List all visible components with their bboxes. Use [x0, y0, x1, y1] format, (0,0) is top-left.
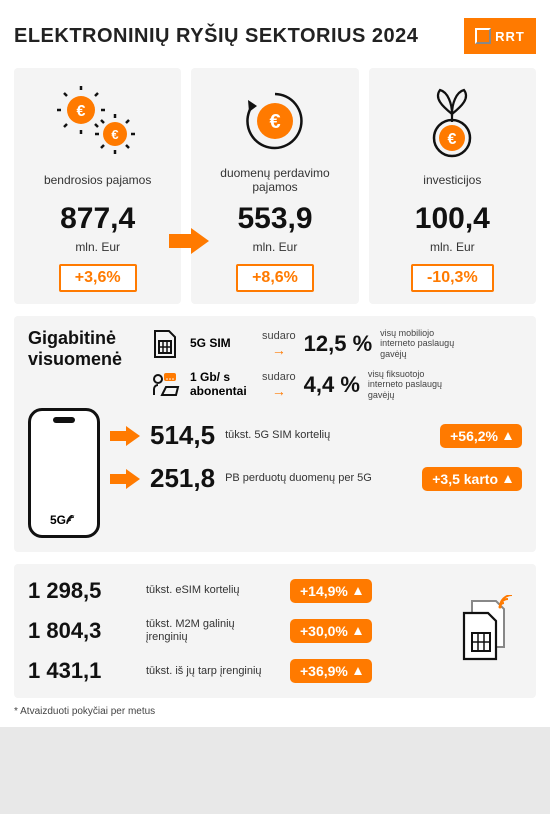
change-badge: +8,6% [236, 264, 314, 292]
stat-5g-data: 251,8 PB perduotų duomenų per 5G +3,5 ka… [110, 463, 522, 494]
stat-num: 514,5 [150, 420, 215, 451]
row-interdevice: 1 431,1 tūkst. iš jų tarp įrenginių +36,… [28, 658, 438, 684]
euro-cycle-icon: € [235, 82, 315, 160]
card-unit: mln. Eur [253, 240, 298, 254]
footnote: * Atvaizduoti pokyčiai per metus [14, 706, 536, 717]
up-arrow-icon [504, 475, 512, 483]
fat-arrow-icon [110, 426, 140, 446]
top-cards: € € bendrosios pajamos 877,4 mln. Eur +3… [14, 68, 536, 304]
change-pill: +30,0% [290, 619, 372, 643]
row-num: 1 804,3 [28, 618, 132, 644]
row-desc: tūkst. eSIM kortelių [146, 584, 276, 597]
gigabit-row-1gbps: 1 Gb/ s abonentai sudaro→ 4,4 % visų fik… [148, 369, 522, 400]
svg-text:€: € [76, 103, 85, 120]
logo-square-icon [475, 28, 491, 44]
card-data-revenue: € duomenų perdavimo pajamos 553,9 mln. E… [191, 68, 358, 304]
row-esim: 1 298,5 tūkst. eSIM kortelių +14,9% [28, 578, 438, 604]
change-pill: +14,9% [290, 579, 372, 603]
header: ELEKTRONINIŲ RYŠIŲ SEKTORIUS 2024 RRT [14, 18, 536, 54]
plant-euro-icon: € [412, 82, 492, 160]
small-arrow-icon: → [272, 342, 286, 358]
phone-icon: 5G [28, 408, 100, 538]
svg-text:€: € [269, 111, 280, 133]
card-unit: mln. Eur [75, 240, 120, 254]
row-pct: 12,5 % [304, 331, 373, 357]
up-arrow-icon [354, 667, 362, 675]
row-desc: tūkst. M2M galinių įrenginių [146, 618, 276, 644]
change-pill: +36,9% [290, 659, 372, 683]
card-label: bendrosios pajamos [44, 160, 151, 200]
stat-num: 251,8 [150, 463, 215, 494]
phone-5g-label: 5G [50, 513, 78, 527]
gigabit-row-5g-sim: 5G SIM sudaro→ 12,5 % visų mobiliojo int… [148, 328, 522, 359]
esim-m2m-panel: 1 298,5 tūkst. eSIM kortelių +14,9% 1 80… [14, 564, 536, 698]
stat-5g-sim-count: 514,5 tūkst. 5G SIM kortelių +56,2% [110, 420, 522, 451]
row-num: 1 298,5 [28, 578, 132, 604]
up-arrow-icon [354, 587, 362, 595]
change-pill: +56,2% [440, 424, 522, 448]
row-note: visų mobiliojo interneto paslaugų gavėjų [380, 328, 464, 359]
row-desc: tūkst. iš jų tarp įrenginių [146, 665, 276, 678]
gigabit-title: Gigabitinė visuomenė [28, 328, 136, 369]
card-value: 100,4 [415, 202, 490, 236]
card-value: 877,4 [60, 202, 135, 236]
sim-icon [148, 329, 182, 359]
up-arrow-icon [354, 627, 362, 635]
card-unit: mln. Eur [430, 240, 475, 254]
card-label: duomenų perdavimo pajamos [201, 160, 348, 200]
stat-desc: tūkst. 5G SIM kortelių [225, 429, 430, 442]
row-pct: 4,4 % [304, 372, 360, 398]
row-num: 1 431,1 [28, 658, 132, 684]
change-pill: +3,5 karto [422, 467, 522, 491]
row-word: sudaro [262, 330, 296, 342]
change-badge: -10,3% [411, 264, 494, 292]
gigabit-panel: Gigabitinė visuomenė 5G SIM sudaro→ 12,5… [14, 316, 536, 552]
stat-desc: PB perduotų duomenų per 5G [225, 472, 412, 485]
page: ELEKTRONINIŲ RYŠIŲ SEKTORIUS 2024 RRT € … [0, 0, 550, 727]
sim-cards-icon [450, 578, 522, 684]
svg-text:€: € [448, 131, 457, 148]
logo-text: RRT [495, 29, 525, 44]
up-arrow-icon [504, 432, 512, 440]
row-name: 1 Gb/ s abonentai [190, 371, 254, 397]
change-badge: +3,6% [59, 264, 137, 292]
fat-arrow-icon [110, 469, 140, 489]
arrow-icon [169, 228, 209, 254]
card-label: investicijos [423, 160, 481, 200]
person-laptop-icon [148, 371, 182, 399]
logo: RRT [464, 18, 536, 54]
small-arrow-icon: → [272, 383, 286, 399]
row-m2m: 1 804,3 tūkst. M2M galinių įrenginių +30… [28, 618, 438, 644]
card-investments: € investicijos 100,4 mln. Eur -10,3% [369, 68, 536, 304]
card-value: 553,9 [237, 202, 312, 236]
card-revenue: € € bendrosios pajamos 877,4 mln. Eur +3… [14, 68, 181, 304]
svg-text:€: € [111, 127, 118, 142]
gears-euro-icon: € € [53, 82, 143, 160]
page-title: ELEKTRONINIŲ RYŠIŲ SEKTORIUS 2024 [14, 25, 464, 48]
row-note: visų fiksuotojo interneto paslaugų gavėj… [368, 369, 452, 400]
row-word: sudaro [262, 371, 296, 383]
row-name: 5G SIM [190, 337, 254, 350]
